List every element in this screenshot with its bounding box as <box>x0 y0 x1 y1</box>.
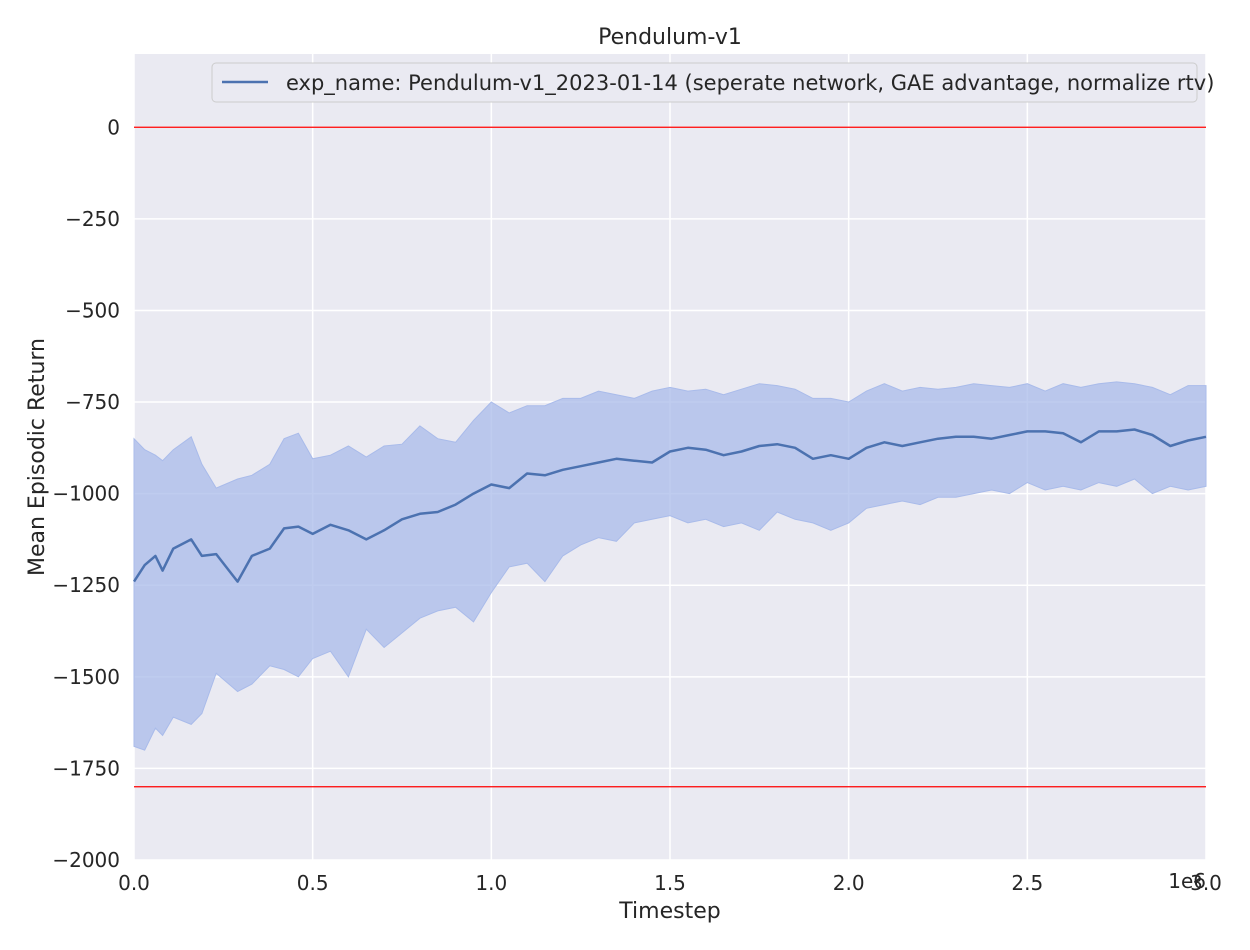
reference-lines <box>134 126 1206 788</box>
legend: exp_name: Pendulum-v1_2023-01-14 (sepera… <box>211 62 1214 103</box>
confidence-band-layer <box>133 381 1207 751</box>
y-tick-label: −500 <box>65 298 120 322</box>
x-tick-label: 1.5 <box>654 871 686 895</box>
x-tick-label: 2.5 <box>1011 871 1043 895</box>
y-tick-label: −250 <box>65 207 120 231</box>
y-tick-label: 0 <box>107 115 120 139</box>
y-tick-label: −1000 <box>52 482 120 506</box>
x-tick-labels: 0.0 0.5 1.0 1.5 2.0 2.5 3.0 <box>118 871 1222 895</box>
legend-box <box>211 62 1198 103</box>
chart-title: Pendulum-v1 <box>598 25 742 50</box>
x-tick-label: 0.5 <box>297 871 329 895</box>
legend-entry-label: exp_name: Pendulum-v1_2023-01-14 (sepera… <box>286 71 1214 96</box>
y-axis-label: Mean Episodic Return <box>25 338 50 576</box>
y-tick-label: −1750 <box>52 756 120 780</box>
x-tick-label: 2.0 <box>833 871 865 895</box>
y-tick-label: −1500 <box>52 665 120 689</box>
x-tick-label: 3.0 <box>1190 871 1222 895</box>
y-tick-label: −2000 <box>52 848 120 872</box>
y-tick-label: −750 <box>65 390 120 414</box>
x-offset-label: 1e6 <box>1168 869 1206 893</box>
y-tick-label: −1250 <box>52 573 120 597</box>
confidence-band <box>133 381 1207 751</box>
x-axis-label: Timestep <box>618 899 720 924</box>
y-tick-labels: 0 −250 −500 −750 −1000 −1250 −1500 −1750 −2000 <box>52 115 120 872</box>
series-line <box>132 428 1207 583</box>
series-line-layer <box>132 428 1207 583</box>
x-tick-label: 0.0 <box>118 871 150 895</box>
x-tick-label: 1.0 <box>475 871 507 895</box>
